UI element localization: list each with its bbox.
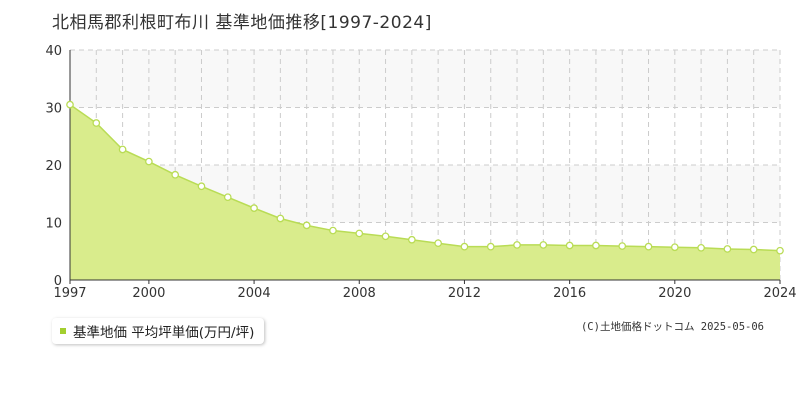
data-point — [145, 157, 153, 166]
data-point — [66, 100, 74, 109]
legend: 基準地価 平均坪単価(万円/坪) — [52, 318, 265, 344]
data-point — [171, 170, 180, 179]
grid-band — [70, 50, 780, 108]
data-point — [434, 239, 442, 248]
y-tick-label: 40 — [45, 44, 62, 59]
data-point — [723, 245, 732, 253]
data-point — [460, 242, 469, 251]
data-point — [776, 246, 784, 255]
data-point — [381, 232, 390, 241]
data-point — [644, 242, 653, 251]
x-tick-label: 2020 — [658, 286, 691, 301]
x-tick-label: 2024 — [763, 286, 796, 301]
data-point — [92, 119, 101, 127]
data-point — [618, 242, 627, 250]
data-point — [513, 241, 521, 249]
chart-title: 北相馬郡利根町布川 基準地価推移[1997-2024] — [52, 13, 432, 33]
data-point — [697, 243, 705, 252]
y-tick-label: 0 — [54, 274, 62, 289]
data-point — [670, 243, 679, 252]
data-point — [118, 145, 127, 154]
data-point — [329, 226, 337, 235]
data-point — [486, 242, 495, 251]
y-tick-label: 20 — [45, 159, 62, 174]
legend-swatch — [60, 328, 66, 334]
y-tick-label: 30 — [45, 102, 62, 117]
x-tick-label: 2012 — [448, 286, 481, 301]
y-tick-label: 10 — [45, 217, 62, 232]
data-point — [539, 241, 548, 249]
x-tick-label: 1997 — [53, 286, 86, 301]
series-line — [69, 104, 781, 252]
data-point — [197, 182, 206, 191]
data-point — [223, 193, 232, 202]
data-point — [276, 214, 285, 223]
data-point — [355, 229, 364, 238]
x-tick-label: 2016 — [553, 286, 586, 301]
x-tick-label: 2008 — [343, 286, 376, 301]
data-point — [250, 204, 258, 212]
legend-label: 基準地価 平均坪単価(万円/坪) — [73, 325, 255, 341]
x-tick-label: 2004 — [238, 286, 271, 301]
data-point — [749, 245, 758, 254]
data-point — [565, 241, 574, 250]
data-point — [408, 235, 416, 244]
series-area — [70, 104, 780, 280]
data-point — [302, 221, 311, 230]
copyright-text: (C)土地価格ドットコム 2025-05-06 — [580, 321, 764, 333]
data-point — [592, 241, 600, 250]
x-tick-label: 2000 — [132, 286, 165, 301]
